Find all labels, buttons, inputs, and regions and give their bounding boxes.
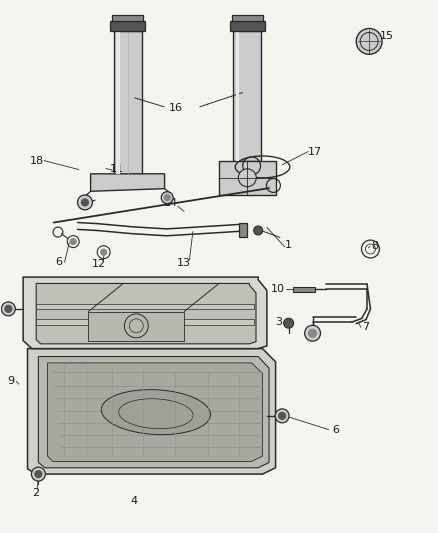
Text: 2: 2 (32, 488, 39, 498)
Circle shape (35, 471, 42, 478)
Polygon shape (113, 15, 143, 21)
Circle shape (304, 325, 321, 341)
Circle shape (164, 195, 170, 200)
Polygon shape (36, 319, 254, 325)
Polygon shape (110, 21, 145, 31)
Polygon shape (39, 357, 269, 468)
Circle shape (309, 329, 317, 337)
Polygon shape (230, 21, 265, 31)
Text: 3: 3 (276, 317, 283, 327)
Polygon shape (36, 304, 254, 309)
Circle shape (279, 413, 286, 419)
Text: 10: 10 (271, 284, 285, 294)
Polygon shape (239, 223, 247, 237)
Text: 5: 5 (54, 293, 61, 303)
Circle shape (356, 28, 382, 54)
Text: 12: 12 (92, 259, 106, 269)
Circle shape (78, 195, 92, 210)
Polygon shape (116, 31, 120, 174)
Polygon shape (23, 277, 267, 349)
Circle shape (254, 226, 263, 235)
Polygon shape (28, 349, 276, 474)
Polygon shape (293, 287, 315, 292)
Ellipse shape (101, 390, 211, 434)
Polygon shape (36, 284, 256, 344)
Text: 7: 7 (363, 322, 370, 333)
Circle shape (81, 199, 88, 206)
Text: 13: 13 (177, 258, 191, 268)
Polygon shape (219, 160, 276, 195)
Polygon shape (233, 31, 261, 160)
Text: 1: 1 (285, 240, 292, 251)
Polygon shape (47, 363, 262, 462)
Circle shape (275, 409, 289, 423)
Circle shape (238, 169, 256, 187)
Text: 17: 17 (307, 147, 322, 157)
Text: 6: 6 (55, 257, 62, 267)
Circle shape (70, 239, 76, 245)
Polygon shape (232, 15, 262, 21)
Polygon shape (114, 31, 141, 174)
Text: 9: 9 (7, 376, 14, 386)
Text: 18: 18 (30, 156, 44, 166)
Circle shape (101, 249, 106, 255)
Text: 15: 15 (380, 31, 394, 41)
Text: 11: 11 (110, 164, 124, 174)
Text: 4: 4 (131, 496, 138, 506)
Text: 6: 6 (332, 425, 339, 434)
Text: 14: 14 (164, 198, 178, 208)
Polygon shape (91, 174, 165, 191)
Circle shape (5, 305, 12, 312)
Circle shape (284, 318, 293, 328)
Circle shape (32, 467, 46, 481)
Text: 16: 16 (169, 103, 183, 112)
Polygon shape (88, 311, 184, 341)
Circle shape (161, 192, 173, 204)
Polygon shape (236, 31, 240, 160)
Text: 8: 8 (371, 241, 378, 252)
Circle shape (1, 302, 15, 316)
